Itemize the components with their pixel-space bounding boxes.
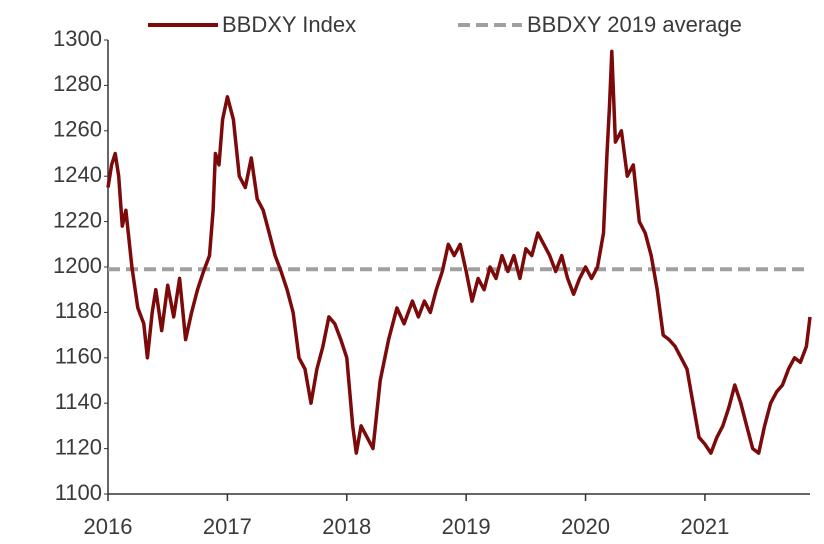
y-tick-label: 1100 [55, 480, 102, 505]
legend-label: BBDXY 2019 average [527, 12, 742, 37]
y-tick-label: 1300 [53, 26, 102, 51]
y-tick-label: 1120 [55, 434, 102, 459]
x-tick-label: 2018 [322, 514, 371, 539]
y-tick-label: 1260 [53, 117, 102, 142]
x-tick-label: 2021 [680, 514, 729, 539]
index-line [106, 49, 812, 455]
y-tick-label: 1180 [55, 298, 102, 323]
legend-label: BBDXY Index [222, 12, 356, 37]
x-tick-label: 2016 [84, 514, 133, 539]
y-tick-label: 1200 [53, 253, 102, 278]
y-tick-label: 1280 [53, 71, 102, 96]
y-tick-label: 1140 [55, 389, 102, 414]
y-tick-label: 1160 [55, 344, 102, 369]
x-tick-label: 2020 [561, 514, 610, 539]
x-tick-label: 2019 [442, 514, 491, 539]
x-tick-label: 2017 [203, 514, 252, 539]
y-tick-label: 1240 [53, 162, 102, 187]
y-tick-label: 1220 [53, 207, 102, 232]
